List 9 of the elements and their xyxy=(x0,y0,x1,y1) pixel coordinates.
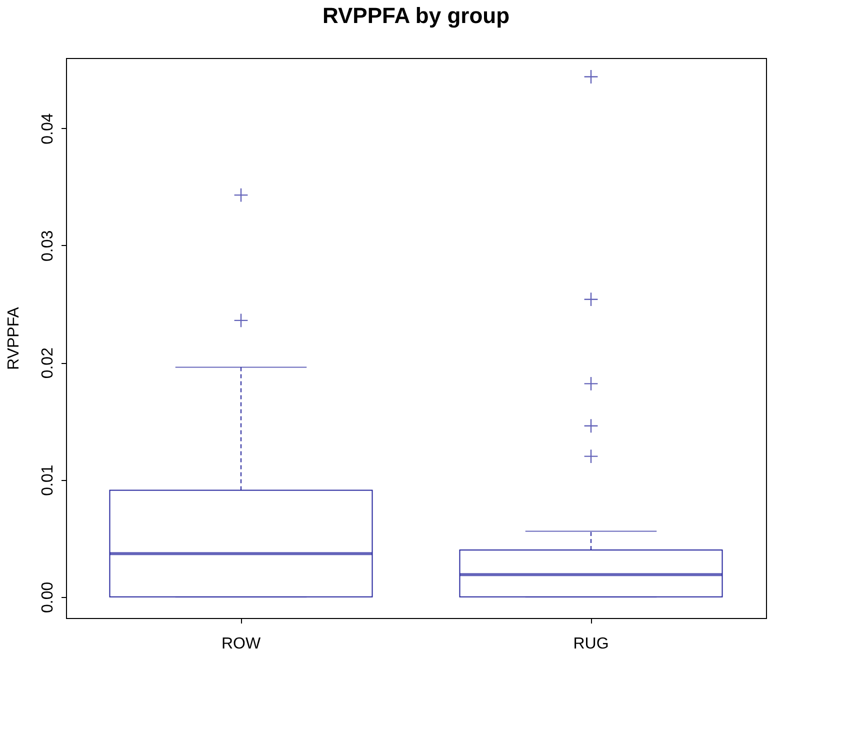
y-tick-label: 0.04 xyxy=(40,113,56,144)
y-tick-label: 0.00 xyxy=(40,582,56,613)
y-axis-title: RVPPFA xyxy=(6,306,22,370)
x-tick-label: ROW xyxy=(221,636,262,652)
y-tick-label: 0.01 xyxy=(40,464,56,496)
chart-title: RVPPFA by group xyxy=(322,3,510,28)
y-tick-label: 0.03 xyxy=(40,230,56,262)
x-tick-label: RUG xyxy=(573,636,609,652)
y-tick-label: 0.02 xyxy=(40,347,56,379)
